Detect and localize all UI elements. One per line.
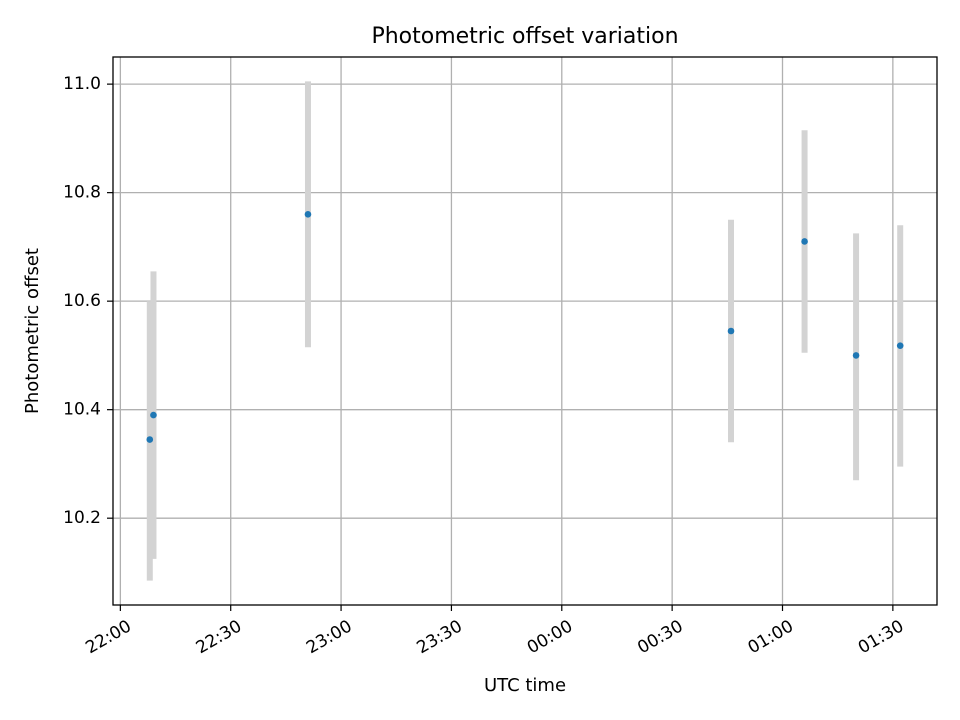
grid bbox=[113, 57, 937, 605]
y-axis-ticks: 10.2 10.4 10.6 10.8 11.0 bbox=[63, 74, 113, 528]
x-axis-title: UTC time bbox=[484, 675, 566, 696]
data-point bbox=[896, 342, 904, 349]
data-point bbox=[146, 436, 154, 443]
data-point bbox=[801, 238, 808, 245]
data-point bbox=[852, 352, 860, 359]
y-axis-title: Photometric offset bbox=[22, 248, 43, 414]
data-point bbox=[304, 211, 312, 218]
y-tick-label: 10.4 bbox=[63, 400, 101, 420]
data-points bbox=[146, 211, 904, 443]
y-tick-label: 10.8 bbox=[63, 183, 101, 203]
y-tick-label: 10.2 bbox=[63, 508, 101, 528]
y-tick-label: 10.6 bbox=[63, 291, 101, 311]
chart-title: Photometric offset variation bbox=[371, 24, 678, 49]
plot-frame bbox=[112, 56, 938, 606]
data-point bbox=[727, 327, 735, 335]
y-tick-label: 11.0 bbox=[63, 74, 101, 94]
data-point bbox=[150, 411, 157, 419]
